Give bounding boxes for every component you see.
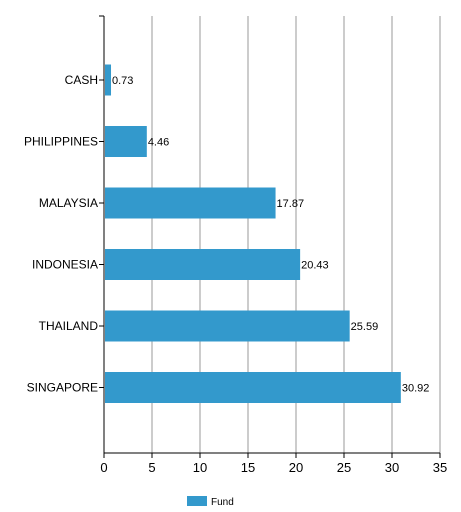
category-label-thailand: THAILAND — [39, 319, 99, 333]
legend-label-fund: Fund — [211, 497, 234, 508]
bar-thailand — [105, 310, 350, 342]
value-label-malaysia: 17.87 — [277, 198, 305, 210]
value-label-thailand: 25.59 — [351, 321, 379, 333]
category-label-cash: CASH — [65, 73, 98, 87]
value-label-singapore: 30.92 — [402, 383, 430, 395]
category-label-philippines: PHILIPPINES — [24, 135, 98, 149]
x-tick-label-5: 5 — [148, 460, 155, 475]
category-label-malaysia: MALAYSIA — [39, 196, 98, 210]
x-tick-label-25: 25 — [337, 460, 351, 475]
grid-lines — [151, 16, 441, 453]
bars — [105, 64, 401, 403]
x-tick-label-30: 30 — [385, 460, 399, 475]
x-tick-label-20: 20 — [289, 460, 303, 475]
value-label-philippines: 4.46 — [148, 137, 169, 149]
axes — [99, 15, 441, 458]
category-label-indonesia: INDONESIA — [32, 258, 98, 272]
x-tick-label-15: 15 — [241, 460, 255, 475]
legend-swatch-fund — [187, 496, 207, 506]
value-label-cash: 0.73 — [112, 75, 133, 87]
x-tick-label-10: 10 — [193, 460, 207, 475]
bar-malaysia — [105, 187, 276, 219]
value-label-indonesia: 20.43 — [301, 260, 329, 272]
x-tick-label-0: 0 — [100, 460, 107, 475]
bar-philippines — [105, 126, 147, 157]
legend: Fund — [187, 496, 234, 508]
x-tick-label-35: 35 — [433, 460, 447, 475]
bar-singapore — [105, 372, 401, 403]
bar-indonesia — [105, 249, 301, 280]
labels: 0 5 10 15 20 25 30 35 CASH 0.73 PHILIPPINES 4.46 MAL… — [24, 73, 447, 475]
category-label-singapore: SINGAPORE — [27, 381, 98, 395]
bar-cash — [105, 64, 112, 96]
